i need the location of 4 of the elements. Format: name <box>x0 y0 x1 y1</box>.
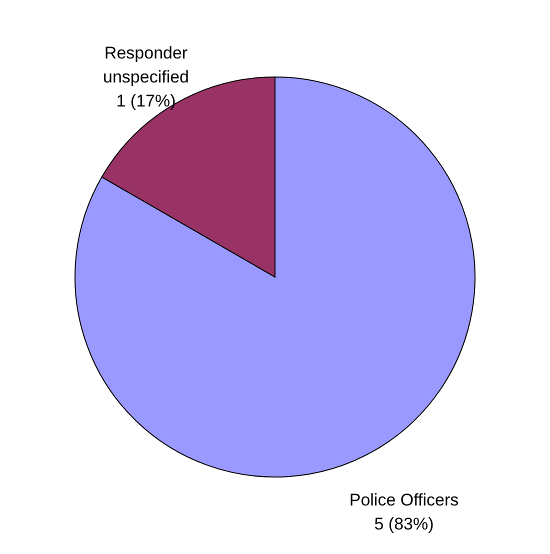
slice-label: Responder unspecified <box>102 44 190 87</box>
slice-label: Police Officers <box>349 490 459 510</box>
data-label: 1 (17%) <box>116 92 176 111</box>
data-label: 5 (83%) <box>374 514 434 534</box>
